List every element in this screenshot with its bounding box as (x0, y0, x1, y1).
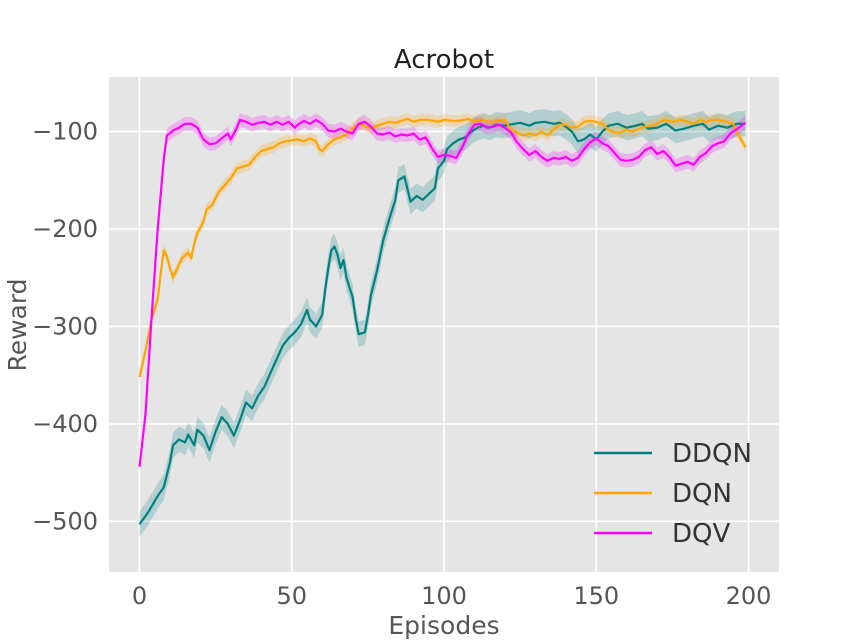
line-ddqn (138, 120, 746, 525)
y-tick-labels: −500 −400 −300 −200 −100 (32, 118, 98, 536)
x-tick-label: 150 (573, 582, 619, 610)
legend: DDQN DQN DQV (594, 439, 752, 549)
y-tick-label: −300 (32, 312, 98, 340)
series-lines (138, 117, 747, 525)
legend-label-dqn: DQN (672, 479, 732, 509)
legend-label-ddqn: DDQN (672, 439, 752, 469)
line-dqv (138, 118, 747, 467)
line-dqn (138, 117, 747, 378)
y-axis-label: Reward (3, 278, 32, 371)
x-tick-label: 200 (726, 582, 772, 610)
y-tick-label: −400 (32, 410, 98, 438)
y-tick-label: −200 (32, 215, 98, 243)
x-tick-label: 100 (421, 582, 467, 610)
x-axis-label: Episodes (388, 611, 499, 640)
x-tick-labels: 0 50 100 150 200 (132, 582, 772, 610)
legend-label-dqv: DQV (672, 519, 730, 549)
chart-title: Acrobot (394, 45, 494, 75)
x-tick-label: 50 (276, 582, 307, 610)
y-tick-label: −500 (32, 507, 98, 535)
x-tick-label: 0 (132, 582, 147, 610)
y-tick-label: −100 (32, 118, 98, 146)
